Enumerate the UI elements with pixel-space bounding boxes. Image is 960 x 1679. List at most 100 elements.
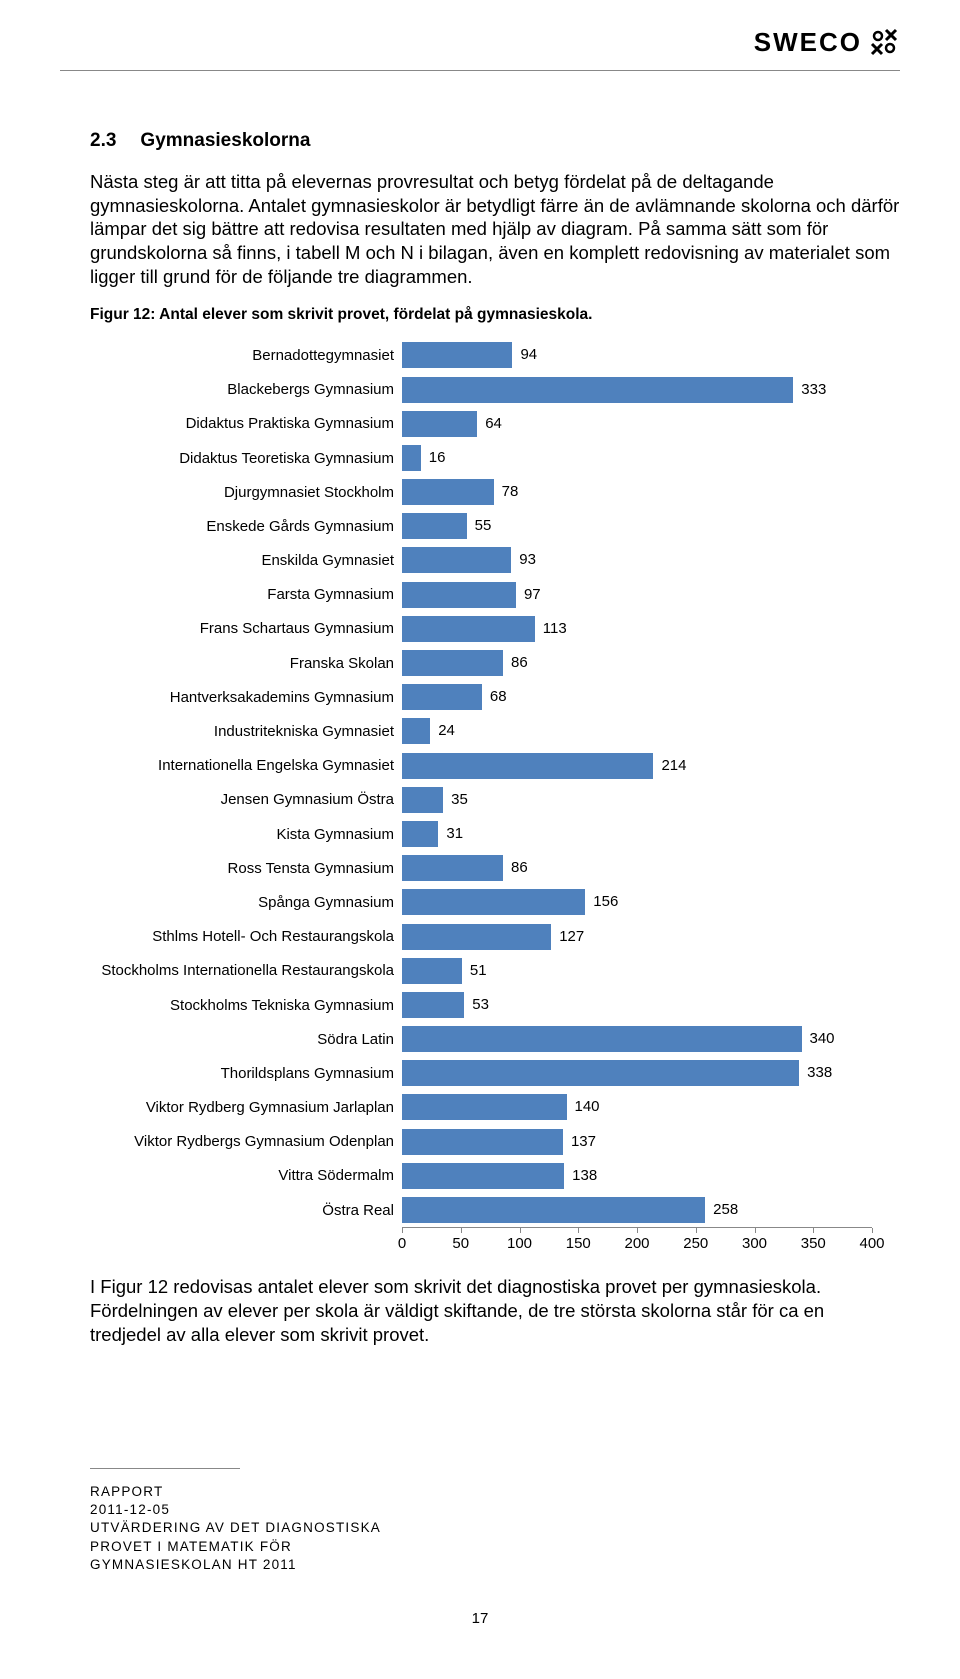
chart-plot-cell: 340 [402,1022,872,1056]
chart-tick-label: 100 [500,1235,540,1252]
chart-bar [402,616,535,642]
footer-block: RAPPORT 2011-12-05 UTVÄRDERING AV DET DI… [90,1483,381,1574]
chart-value-label: 55 [475,517,492,534]
chart-category-label: Enskilda Gymnasiet [90,552,402,569]
chart-plot-cell: 137 [402,1125,872,1159]
chart-plot-cell: 97 [402,578,872,612]
chart-plot-cell: 86 [402,851,872,885]
chart-tick-label: 0 [382,1235,422,1252]
chart-value-label: 258 [713,1201,738,1218]
chart-bar [402,753,653,779]
chart-category-label: Stockholms Internationella Restaurangsko… [90,962,402,979]
chart-row: Didaktus Praktiska Gymnasium64 [90,407,890,441]
chart-row: Viktor Rydberg Gymnasium Jarlaplan 140 [90,1090,890,1124]
paragraph-1: Nästa steg är att titta på elevernas pro… [90,170,900,288]
chart-category-label: Didaktus Praktiska Gymnasium [90,415,402,432]
chart-value-label: 140 [575,1098,600,1115]
chart-bar [402,1163,564,1189]
chart-tick-mark [872,1228,873,1233]
chart-row: Industritekniska Gymnasiet24 [90,714,890,748]
chart-category-label: Frans Schartaus Gymnasium [90,620,402,637]
chart-tick-label: 350 [793,1235,833,1252]
paragraph-2: I Figur 12 redovisas antalet elever som … [90,1275,900,1346]
chart-bar [402,479,494,505]
chart-bar [402,377,793,403]
chart-row: Didaktus Teoretiska Gymnasium16 [90,441,890,475]
chart-x-axis: 050100150200250300350400 [90,1227,890,1257]
logo-icon [868,26,900,58]
chart-plot-cell: 113 [402,612,872,646]
chart-bar [402,821,438,847]
chart-bar [402,342,512,368]
chart-value-label: 35 [451,791,468,808]
chart-plot-cell: 127 [402,920,872,954]
chart-tick-label: 250 [676,1235,716,1252]
chart-bar [402,855,503,881]
chart-row: Franska Skolan86 [90,646,890,680]
chart-category-label: Bernadottegymnasiet [90,347,402,364]
chart-category-label: Farsta Gymnasium [90,586,402,603]
chart-category-label: Kista Gymnasium [90,826,402,843]
chart-category-label: Viktor Rydberg Gymnasium Jarlaplan [90,1099,402,1116]
chart-category-label: Spånga Gymnasium [90,894,402,911]
chart-category-label: Internationella Engelska Gymnasiet [90,757,402,774]
chart-tick-mark [461,1228,462,1233]
chart-value-label: 94 [520,346,537,363]
chart-category-label: Viktor Rydbergs Gymnasium Odenplan [90,1133,402,1150]
chart-bar [402,958,462,984]
chart-value-label: 333 [801,381,826,398]
footer-line-5: GYMNASIESKOLAN HT 2011 [90,1556,381,1574]
chart-tick-mark [520,1228,521,1233]
chart-category-label: Blackebergs Gymnasium [90,381,402,398]
chart-bar [402,547,511,573]
chart-category-label: Hantverksakademins Gymnasium [90,689,402,706]
chart-tick-mark [813,1228,814,1233]
chart-bar [402,684,482,710]
chart-row: Enskilda Gymnasiet93 [90,543,890,577]
figure-caption: Figur 12: Antal elever som skrivit prove… [90,306,900,324]
chart-row: Blackebergs Gymnasium 333 [90,373,890,407]
chart-plot-cell: 35 [402,783,872,817]
chart-row: Östra Real258 [90,1193,890,1227]
chart-axis-line: 050100150200250300350400 [402,1227,872,1257]
footer-line-4: PROVET I MATEMATIK FÖR [90,1538,381,1556]
chart-row: Sthlms Hotell- Och Restaurangskola127 [90,920,890,954]
chart-category-label: Didaktus Teoretiska Gymnasium [90,450,402,467]
chart-tick-label: 150 [558,1235,598,1252]
chart-row: Thorildsplans Gymnasium338 [90,1056,890,1090]
chart-plot-cell: 24 [402,714,872,748]
chart-bar [402,1129,563,1155]
section-title: Gymnasieskolorna [140,130,310,151]
chart-plot-cell: 138 [402,1159,872,1193]
chart-bar [402,1197,705,1223]
chart-category-label: Södra Latin [90,1031,402,1048]
chart-row: Bernadottegymnasiet 94 [90,338,890,372]
chart-plot-cell: 55 [402,509,872,543]
header-rule [60,70,900,71]
chart-value-label: 113 [543,620,567,637]
chart-plot-cell: 51 [402,954,872,988]
chart-tick-mark [578,1228,579,1233]
chart-row: Farsta Gymnasium97 [90,578,890,612]
chart-bar [402,1060,799,1086]
footer-rule [90,1468,240,1469]
chart-value-label: 86 [511,654,528,671]
chart-value-label: 138 [572,1167,597,1184]
chart-bar [402,1026,802,1052]
chart-tick-mark [402,1228,403,1233]
chart-plot-cell: 64 [402,407,872,441]
chart-row: Vittra Södermalm138 [90,1159,890,1193]
chart-plot-cell: 53 [402,988,872,1022]
page-content: 2.3Gymnasieskolorna Nästa steg är att ti… [90,130,900,1364]
chart-tick-mark [755,1228,756,1233]
chart-plot-cell: 333 [402,373,872,407]
chart-value-label: 340 [810,1030,835,1047]
chart-value-label: 51 [470,962,487,979]
chart-value-label: 86 [511,859,528,876]
chart-category-label: Sthlms Hotell- Och Restaurangskola [90,928,402,945]
chart-plot-cell: 338 [402,1056,872,1090]
chart-tick-mark [696,1228,697,1233]
chart-value-label: 78 [502,483,519,500]
chart-category-label: Jensen Gymnasium Östra [90,791,402,808]
chart-plot-cell: 214 [402,749,872,783]
